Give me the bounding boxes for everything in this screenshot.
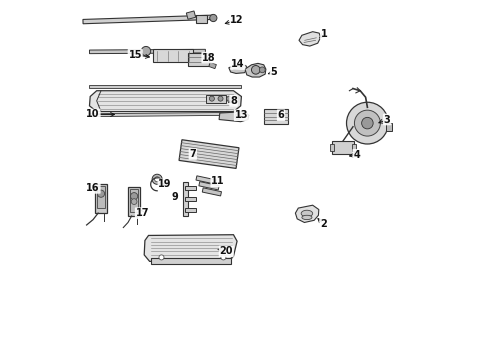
Text: 5: 5 <box>270 67 277 77</box>
Polygon shape <box>199 181 219 190</box>
Text: 1: 1 <box>321 29 328 39</box>
Text: 18: 18 <box>202 53 216 63</box>
Text: 9: 9 <box>172 192 178 202</box>
Text: 17: 17 <box>136 208 149 218</box>
Circle shape <box>152 174 162 184</box>
Polygon shape <box>229 65 248 73</box>
Polygon shape <box>188 53 209 66</box>
Polygon shape <box>151 258 231 264</box>
Circle shape <box>221 255 226 260</box>
Polygon shape <box>185 208 196 212</box>
Text: 19: 19 <box>158 179 172 189</box>
Polygon shape <box>83 15 213 24</box>
Circle shape <box>98 190 104 197</box>
Polygon shape <box>299 32 320 46</box>
Circle shape <box>218 96 223 101</box>
Text: 8: 8 <box>230 96 237 106</box>
Polygon shape <box>295 205 319 222</box>
Circle shape <box>155 177 160 182</box>
Polygon shape <box>153 49 193 62</box>
Text: 12: 12 <box>230 15 244 25</box>
Polygon shape <box>90 85 242 88</box>
Circle shape <box>354 110 380 136</box>
Polygon shape <box>196 176 216 184</box>
Polygon shape <box>202 188 221 196</box>
Text: 2: 2 <box>320 219 327 229</box>
Circle shape <box>210 14 217 22</box>
Circle shape <box>259 67 265 73</box>
Polygon shape <box>130 189 139 212</box>
Polygon shape <box>97 186 105 208</box>
Circle shape <box>346 102 388 144</box>
Polygon shape <box>179 140 239 168</box>
Circle shape <box>130 193 138 200</box>
Text: 4: 4 <box>353 150 360 160</box>
Ellipse shape <box>302 215 312 220</box>
Circle shape <box>131 199 137 204</box>
Text: 7: 7 <box>190 149 196 159</box>
Text: 11: 11 <box>211 176 225 186</box>
Text: 13: 13 <box>235 110 248 120</box>
Polygon shape <box>185 186 196 190</box>
Polygon shape <box>219 112 248 122</box>
Circle shape <box>227 96 232 101</box>
Circle shape <box>209 96 215 101</box>
Circle shape <box>235 114 241 120</box>
Polygon shape <box>330 144 334 151</box>
Polygon shape <box>144 235 237 262</box>
Text: 6: 6 <box>278 110 284 120</box>
Circle shape <box>362 117 373 129</box>
Text: 3: 3 <box>384 114 391 125</box>
Polygon shape <box>352 144 356 151</box>
Polygon shape <box>185 197 196 201</box>
Polygon shape <box>245 63 266 77</box>
Polygon shape <box>90 49 205 54</box>
Polygon shape <box>206 95 226 103</box>
Text: 14: 14 <box>231 59 245 69</box>
Polygon shape <box>387 123 392 131</box>
Text: 15: 15 <box>128 50 142 60</box>
Polygon shape <box>90 91 242 112</box>
Text: 20: 20 <box>220 246 233 256</box>
Ellipse shape <box>301 210 313 217</box>
Circle shape <box>141 46 151 56</box>
Polygon shape <box>196 15 207 23</box>
Circle shape <box>251 66 260 74</box>
Polygon shape <box>209 62 217 69</box>
Polygon shape <box>186 11 196 19</box>
Text: 16: 16 <box>86 183 100 193</box>
Polygon shape <box>128 187 141 216</box>
Polygon shape <box>183 181 189 216</box>
Polygon shape <box>332 141 354 154</box>
Polygon shape <box>90 112 242 117</box>
Polygon shape <box>95 184 107 213</box>
Circle shape <box>159 255 164 260</box>
Text: 10: 10 <box>86 109 100 120</box>
Polygon shape <box>264 109 288 124</box>
